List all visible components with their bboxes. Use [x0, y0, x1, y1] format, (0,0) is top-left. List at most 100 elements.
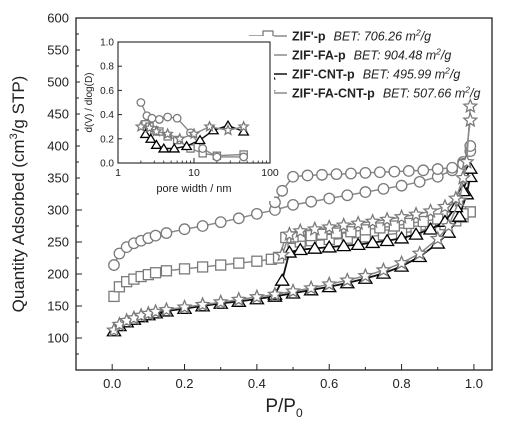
- data-point: [447, 190, 464, 206]
- inset-data-point: [136, 98, 146, 107]
- inset-data-point: [161, 127, 174, 140]
- data-point: [359, 186, 372, 198]
- data-point: [393, 254, 410, 270]
- inset-data-point: [172, 113, 182, 123]
- data-point: [176, 298, 193, 315]
- data-point: [287, 170, 299, 183]
- inset-y-axis: 0.0 0.2 0.4 0.6 0.8 1.0: [100, 38, 122, 170]
- inset-data-point: [168, 142, 181, 153]
- main-series-layer: [105, 97, 479, 338]
- inset-x-axis-label: pore width / nm: [156, 183, 231, 195]
- inset-x-tick-label: 1: [115, 167, 121, 179]
- inset-plot: 1 10 100 0.0 0.2 0.4 0.6 0.8 1.0 pore width / n…: [80, 36, 279, 201]
- main-plot: 0.0 0.2 0.4 0.6 0.8 1.0 100 150 200 250 300 350 400…: [47, 11, 493, 391]
- data-point: [393, 208, 410, 224]
- inset-data-point: [134, 120, 148, 132]
- legend-bet-value: BET: 495.99 m: [363, 68, 445, 82]
- inset-data-point: [144, 133, 157, 143]
- data-point: [440, 217, 457, 233]
- x-tick-label: 0.6: [320, 376, 338, 391]
- x-tick-label: 1.0: [465, 376, 483, 391]
- data-point: [388, 165, 401, 178]
- data-point: [413, 175, 426, 188]
- inset-data-point: [180, 140, 193, 151]
- data-point: [350, 237, 366, 251]
- y-tick-label: 350: [47, 171, 69, 186]
- data-point: [323, 192, 336, 205]
- y-axis-label: Quantity Adsorbed (cm3/g STP): [8, 76, 28, 313]
- data-point: [359, 166, 372, 179]
- legend-bet-unit: /g: [449, 68, 460, 82]
- series-desorption-line: [274, 145, 471, 203]
- data-point: [446, 161, 459, 174]
- data-point: [158, 301, 175, 317]
- inset-data-point: [203, 120, 216, 132]
- data-point: [292, 222, 309, 238]
- data-point: [306, 220, 323, 237]
- inset-data-point: [154, 115, 164, 124]
- data-point: [436, 198, 453, 214]
- data-point: [149, 229, 162, 242]
- legend-bet-unit: /g: [469, 87, 480, 101]
- data-point: [403, 217, 415, 230]
- data-point: [233, 257, 245, 269]
- inset-data-point: [147, 113, 157, 123]
- legend-bet-sup: 2: [435, 47, 441, 57]
- inset-x-tick-label: 10: [188, 167, 200, 179]
- y-tick-label: 100: [47, 331, 69, 346]
- data-point: [350, 214, 367, 231]
- legend-bet-value: BET: 904.48 m: [354, 49, 436, 63]
- data-point: [303, 279, 320, 295]
- inset-data-point: [187, 127, 201, 140]
- legend-entry: ZIF'-FA-CNT-p BET: 507.66 m2/g: [292, 85, 480, 101]
- y-axis-label-sup: 3: [8, 133, 20, 139]
- data-point: [330, 227, 343, 239]
- inset-y-tick-label: 0.4: [100, 110, 114, 121]
- data-point: [357, 267, 374, 283]
- data-point: [305, 195, 318, 208]
- data-point: [411, 245, 428, 261]
- data-point: [160, 265, 173, 277]
- data-point: [196, 220, 209, 232]
- data-point: [276, 184, 289, 197]
- inset-data-point: [163, 112, 173, 122]
- data-point: [375, 261, 392, 277]
- x-axis-label: P/P0: [265, 396, 303, 420]
- data-point: [364, 235, 381, 249]
- data-point: [359, 224, 372, 236]
- legend-bet-value: BET: 706.26 m: [334, 30, 416, 44]
- data-point: [281, 225, 298, 242]
- data-point: [462, 97, 479, 114]
- data-point: [393, 230, 410, 244]
- data-point: [292, 242, 309, 256]
- x-axis-label-subscript: 0: [296, 406, 303, 420]
- data-point: [408, 227, 424, 240]
- x-tick-label: 0.0: [103, 376, 121, 391]
- data-point: [422, 221, 439, 235]
- data-point: [316, 168, 328, 181]
- legend-bet-sup: 2: [464, 85, 470, 95]
- x-tick-label: 0.8: [393, 376, 411, 391]
- data-point: [274, 246, 291, 262]
- data-point: [306, 241, 323, 254]
- data-point: [373, 166, 386, 179]
- data-point: [178, 223, 191, 236]
- main-y-axis: 100 150 200 250 300 350 400 450 500 550 600: [47, 11, 82, 355]
- data-point: [108, 259, 120, 271]
- inset-y-tick-label: 0.0: [100, 159, 114, 170]
- data-point: [321, 218, 338, 235]
- data-point: [379, 211, 396, 227]
- y-tick-label: 400: [47, 139, 69, 154]
- inset-series-star: [134, 120, 250, 145]
- inset-series-layer: [134, 98, 250, 162]
- data-point: [388, 220, 400, 232]
- data-point: [196, 261, 209, 273]
- inset-data-point: [150, 124, 163, 137]
- data-point: [230, 291, 247, 307]
- data-point: [330, 168, 343, 181]
- data-point: [301, 169, 314, 182]
- legend-series-name: ZIF'-FA-p: [292, 49, 346, 63]
- data-point: [274, 273, 290, 286]
- data-point: [431, 163, 444, 175]
- inset-y-tick-label: 0.8: [100, 62, 114, 73]
